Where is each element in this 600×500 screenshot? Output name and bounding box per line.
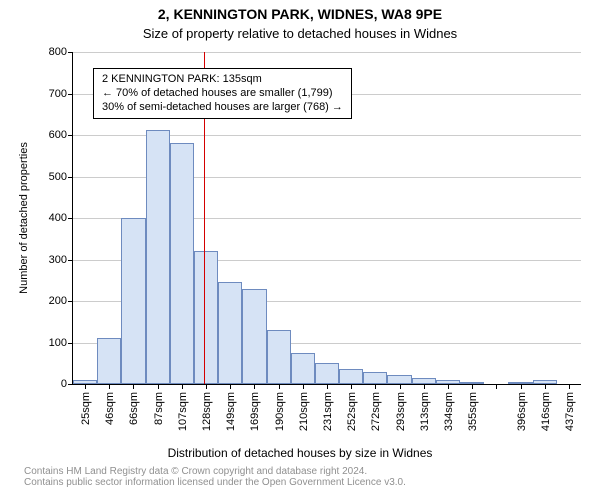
x-tick	[472, 384, 473, 389]
x-axis-label: Distribution of detached houses by size …	[0, 446, 600, 460]
y-tick-label: 600	[49, 129, 73, 141]
x-tick	[327, 384, 328, 389]
histogram-bar	[363, 372, 387, 384]
x-tick	[109, 384, 110, 389]
histogram-bar	[339, 369, 363, 384]
info-box: 2 KENNINGTON PARK: 135sqm← 70% of detach…	[93, 68, 352, 119]
x-tick-label: 149sqm	[223, 392, 237, 431]
x-tick-label: 396sqm	[514, 392, 528, 431]
y-axis-label: Number of detached properties	[18, 142, 30, 294]
x-tick	[424, 384, 425, 389]
x-tick	[182, 384, 183, 389]
y-tick-label: 700	[49, 88, 73, 100]
x-tick	[448, 384, 449, 389]
histogram-bar	[146, 130, 170, 384]
chart-subtitle: Size of property relative to detached ho…	[0, 26, 600, 41]
x-tick	[206, 384, 207, 389]
histogram-bar	[170, 143, 194, 384]
x-tick-label: 355sqm	[465, 392, 479, 431]
histogram-bar	[291, 353, 315, 384]
x-tick	[496, 384, 497, 389]
x-tick	[569, 384, 570, 389]
y-tick-label: 200	[49, 295, 73, 307]
x-tick	[351, 384, 352, 389]
histogram-bar	[315, 363, 339, 384]
x-tick	[545, 384, 546, 389]
histogram-bar	[387, 375, 411, 384]
x-tick-label: 190sqm	[272, 392, 286, 431]
info-box-line: 2 KENNINGTON PARK: 135sqm	[102, 73, 343, 87]
y-tick-label: 0	[61, 378, 73, 390]
histogram-bar	[97, 338, 121, 384]
x-tick	[254, 384, 255, 389]
footer-attribution: Contains HM Land Registry data © Crown c…	[24, 466, 406, 488]
x-tick-label: 313sqm	[417, 392, 431, 431]
x-tick-label: 272sqm	[368, 392, 382, 431]
info-box-line: 30% of semi-detached houses are larger (…	[102, 101, 343, 115]
histogram-bar	[218, 282, 242, 384]
histogram-bar	[267, 330, 291, 384]
x-tick-label: 107sqm	[175, 392, 189, 431]
histogram-bar	[194, 251, 218, 384]
x-tick-label: 293sqm	[393, 392, 407, 431]
y-tick-label: 100	[49, 337, 73, 349]
x-tick	[400, 384, 401, 389]
x-tick	[133, 384, 134, 389]
x-tick	[521, 384, 522, 389]
x-tick-label: 66sqm	[126, 392, 140, 425]
x-tick-label: 437sqm	[562, 392, 576, 431]
x-tick	[375, 384, 376, 389]
x-tick-label: 87sqm	[151, 392, 165, 425]
x-tick-label: 128sqm	[199, 392, 213, 431]
x-tick	[158, 384, 159, 389]
histogram-bar	[121, 218, 145, 384]
x-tick-label: 416sqm	[538, 392, 552, 431]
y-tick-label: 500	[49, 171, 73, 183]
x-tick-label: 252sqm	[344, 392, 358, 431]
plot-area: 010020030040050060070080025sqm46sqm66sqm…	[72, 52, 581, 385]
y-tick-label: 800	[49, 46, 73, 58]
y-tick-label: 400	[49, 212, 73, 224]
x-tick	[230, 384, 231, 389]
histogram-bar	[242, 289, 266, 384]
x-tick-label: 231sqm	[320, 392, 334, 431]
x-tick-label: 25sqm	[78, 392, 92, 425]
y-gridline	[73, 52, 581, 53]
x-tick	[85, 384, 86, 389]
x-tick-label: 210sqm	[296, 392, 310, 431]
chart-title: 2, KENNINGTON PARK, WIDNES, WA8 9PE	[0, 6, 600, 22]
x-tick	[303, 384, 304, 389]
x-tick-label: 46sqm	[102, 392, 116, 425]
y-tick-label: 300	[49, 254, 73, 266]
x-tick-label: 169sqm	[247, 392, 261, 431]
info-box-line: ← 70% of detached houses are smaller (1,…	[102, 87, 343, 101]
x-tick-label: 334sqm	[441, 392, 455, 431]
x-tick	[279, 384, 280, 389]
